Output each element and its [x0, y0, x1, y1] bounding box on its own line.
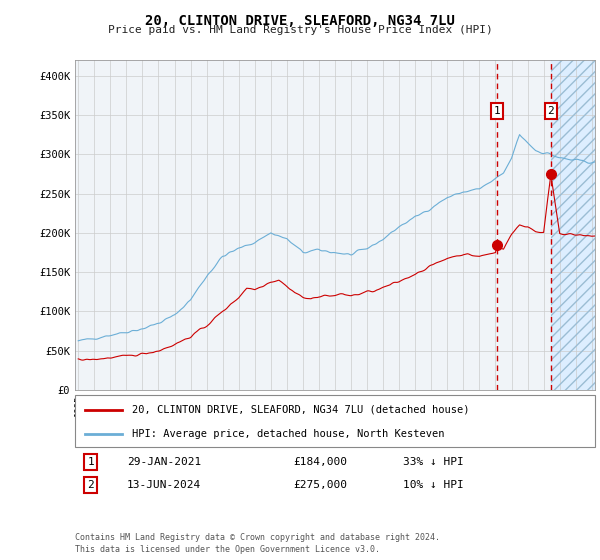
Text: 13-JUN-2024: 13-JUN-2024	[127, 480, 201, 490]
Text: 33% ↓ HPI: 33% ↓ HPI	[403, 457, 463, 467]
Text: This data is licensed under the Open Government Licence v3.0.: This data is licensed under the Open Gov…	[75, 545, 380, 554]
Bar	[551, 60, 595, 390]
Text: HPI: Average price, detached house, North Kesteven: HPI: Average price, detached house, Nort…	[132, 429, 445, 439]
Text: 1: 1	[493, 106, 500, 116]
FancyBboxPatch shape	[75, 395, 595, 447]
Text: Price paid vs. HM Land Registry's House Price Index (HPI): Price paid vs. HM Land Registry's House …	[107, 25, 493, 35]
Text: £184,000: £184,000	[293, 457, 347, 467]
Text: 29-JAN-2021: 29-JAN-2021	[127, 457, 201, 467]
Bar	[551, 60, 595, 390]
Text: 2: 2	[547, 106, 554, 116]
Text: 2: 2	[87, 480, 94, 490]
Text: 1: 1	[87, 457, 94, 467]
Text: 20, CLINTON DRIVE, SLEAFORD, NG34 7LU (detached house): 20, CLINTON DRIVE, SLEAFORD, NG34 7LU (d…	[132, 404, 470, 414]
Text: Contains HM Land Registry data © Crown copyright and database right 2024.: Contains HM Land Registry data © Crown c…	[75, 533, 440, 542]
Text: £275,000: £275,000	[293, 480, 347, 490]
Text: 10% ↓ HPI: 10% ↓ HPI	[403, 480, 463, 490]
Text: 20, CLINTON DRIVE, SLEAFORD, NG34 7LU: 20, CLINTON DRIVE, SLEAFORD, NG34 7LU	[145, 14, 455, 28]
